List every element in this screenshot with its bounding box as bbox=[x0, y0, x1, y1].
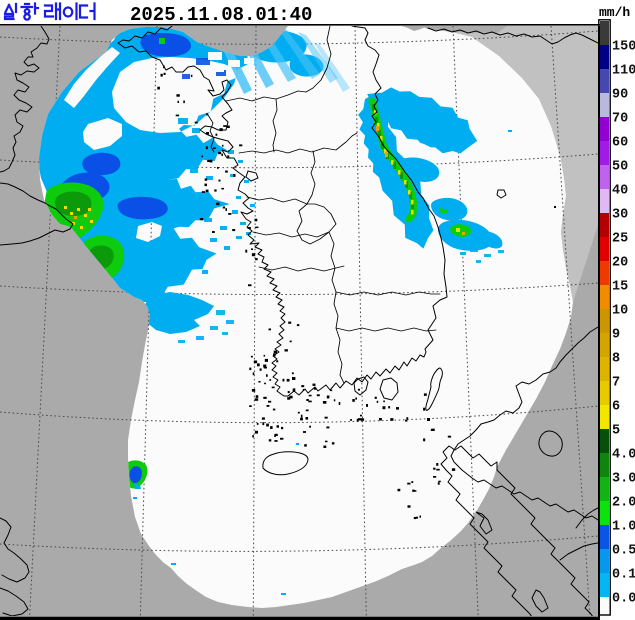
svg-text:50: 50 bbox=[612, 160, 628, 175]
svg-text:6: 6 bbox=[612, 400, 620, 415]
svg-text:0.1: 0.1 bbox=[612, 568, 635, 583]
svg-text:40: 40 bbox=[612, 184, 628, 199]
svg-text:30: 30 bbox=[612, 208, 628, 223]
svg-text:25: 25 bbox=[612, 232, 628, 247]
svg-text:4.0: 4.0 bbox=[612, 448, 635, 463]
svg-text:mm/h: mm/h bbox=[599, 5, 630, 20]
svg-text:2.0: 2.0 bbox=[612, 496, 635, 511]
svg-text:70: 70 bbox=[612, 112, 628, 127]
svg-text:110: 110 bbox=[612, 64, 635, 79]
svg-text:1.0: 1.0 bbox=[612, 520, 635, 535]
svg-text:5: 5 bbox=[612, 424, 620, 439]
svg-text:9: 9 bbox=[612, 328, 620, 343]
svg-text:2025.11.08.01:40: 2025.11.08.01:40 bbox=[130, 4, 312, 26]
svg-text:8: 8 bbox=[612, 352, 620, 367]
svg-text:10: 10 bbox=[612, 304, 628, 319]
svg-text:7: 7 bbox=[612, 376, 620, 391]
svg-text:90: 90 bbox=[612, 88, 628, 103]
svg-text:0.0: 0.0 bbox=[612, 592, 635, 607]
svg-text:150: 150 bbox=[612, 40, 635, 55]
svg-text:3.0: 3.0 bbox=[612, 472, 635, 487]
svg-text:0.5: 0.5 bbox=[612, 544, 635, 559]
svg-text:20: 20 bbox=[612, 256, 628, 271]
svg-text:60: 60 bbox=[612, 136, 628, 151]
svg-text:15: 15 bbox=[612, 280, 628, 295]
